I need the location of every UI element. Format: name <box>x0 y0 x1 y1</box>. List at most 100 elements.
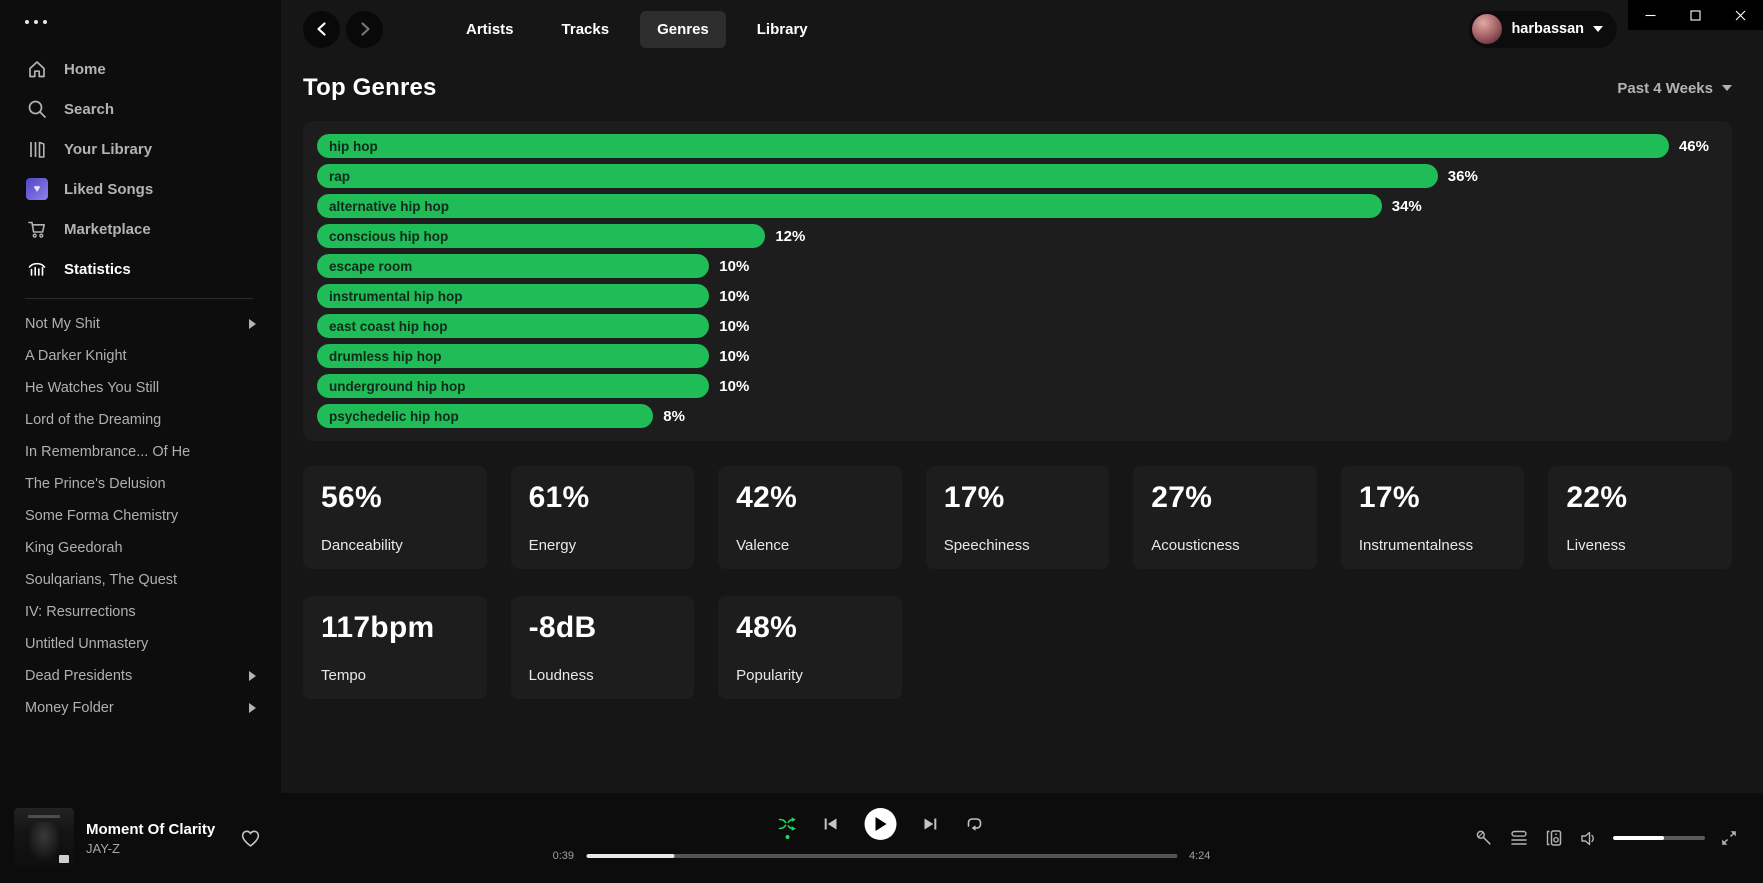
track-title[interactable]: Moment Of Clarity <box>86 820 216 838</box>
genre-row: rap 36% <box>317 164 1718 188</box>
genre-percent: 8% <box>663 407 685 425</box>
genre-label: rap <box>329 168 351 184</box>
liked-songs-icon: ♥ <box>25 177 49 201</box>
genre-bar[interactable]: instrumental hip hop <box>317 284 710 308</box>
progress-fill <box>586 854 675 858</box>
genre-bar[interactable]: underground hip hop <box>317 374 710 398</box>
playlist-item[interactable]: Soulqarians, The Quest <box>25 572 178 588</box>
maximize-icon[interactable] <box>1673 0 1718 30</box>
next-track-icon[interactable] <box>923 816 939 832</box>
playlist-item[interactable]: King Geedorah <box>25 540 123 556</box>
genre-row: hip hop 46% <box>317 134 1718 158</box>
sidebar-item-home[interactable]: Home <box>25 49 281 89</box>
bar-chart-icon <box>25 257 49 281</box>
heart-icon[interactable] <box>240 828 261 848</box>
repeat-icon[interactable] <box>965 815 985 833</box>
stat-value: 42% <box>736 481 798 514</box>
user-menu[interactable]: harbassan <box>1469 10 1617 48</box>
close-icon[interactable] <box>1718 0 1763 30</box>
genre-row: underground hip hop 10% <box>317 374 1718 398</box>
sidebar-item-search[interactable]: Search <box>25 89 281 129</box>
total-time: 4:24 <box>1189 850 1211 862</box>
stat-label: Instrumentalness <box>1358 537 1474 554</box>
stat-value: 17% <box>1358 481 1420 514</box>
fullscreen-icon[interactable] <box>1720 829 1738 847</box>
sidebar-item-liked-songs[interactable]: ♥ Liked Songs <box>25 169 281 209</box>
stat-value: 56% <box>321 481 382 514</box>
chevron-down-icon <box>1722 85 1732 91</box>
chevron-down-icon <box>1593 26 1603 32</box>
genre-percent: 34% <box>1391 197 1422 215</box>
genre-bar[interactable]: escape room <box>317 254 710 278</box>
time-range-dropdown[interactable]: Past 4 Weeks <box>1617 80 1732 97</box>
playlist-item[interactable]: Lord of the Dreaming <box>25 412 162 428</box>
playlist-item[interactable]: Some Forma Chemistry <box>25 508 179 524</box>
playlist-item[interactable]: Untitled Unmastery <box>25 636 149 652</box>
genre-bar[interactable]: hip hop <box>317 134 1669 158</box>
audio-features-grid: 56% Danceability 61% Energy 42% Valence … <box>303 466 1732 699</box>
app-menu-ellipsis-icon[interactable] <box>25 12 281 32</box>
genre-bar[interactable]: conscious hip hop <box>317 224 766 248</box>
sidebar-item-label: Statistics <box>64 260 131 278</box>
volume-slider[interactable] <box>1613 836 1705 840</box>
minimize-icon[interactable] <box>1628 0 1673 30</box>
sidebar-item-statistics[interactable]: Statistics <box>25 249 281 289</box>
stat-label: Danceability <box>321 537 403 554</box>
playlist-item[interactable]: Money Folder <box>25 692 281 724</box>
playlist-item[interactable]: In Remembrance... Of He <box>25 444 191 460</box>
genre-label: alternative hip hop <box>329 198 450 214</box>
window-titlebar <box>1628 0 1763 30</box>
genre-row: instrumental hip hop 10% <box>317 284 1718 308</box>
playlist-item[interactable]: He Watches You Still <box>25 380 160 396</box>
tab-artists[interactable]: Artists <box>466 20 514 38</box>
tab-library[interactable]: Library <box>756 20 808 38</box>
search-icon <box>25 97 49 121</box>
track-artist[interactable]: JAY-Z <box>86 840 120 856</box>
sidebar-item-marketplace[interactable]: Marketplace <box>25 209 281 249</box>
album-art[interactable] <box>14 808 74 868</box>
genre-label: escape room <box>329 258 413 274</box>
elapsed-time: 0:39 <box>552 850 574 862</box>
stat-card-energy: 61% Energy <box>510 466 695 569</box>
tab-tracks[interactable]: Tracks <box>561 20 610 38</box>
genre-percent: 10% <box>719 377 750 395</box>
genre-percent: 46% <box>1678 137 1709 155</box>
genre-bar[interactable]: drumless hip hop <box>317 344 710 368</box>
playlist-item[interactable]: A Darker Knight <box>25 348 127 364</box>
previous-track-icon[interactable] <box>823 816 839 832</box>
stat-card-instrumentalness: 17% Instrumentalness <box>1340 466 1525 569</box>
lyrics-mic-icon[interactable] <box>1474 828 1494 848</box>
time-range-label: Past 4 Weeks <box>1617 79 1713 97</box>
stat-card-valence: 42% Valence <box>718 466 902 569</box>
volume-icon[interactable] <box>1579 829 1598 848</box>
shuffle-icon[interactable] <box>778 816 797 839</box>
playlist-item[interactable]: The Prince's Delusion <box>25 476 166 492</box>
connect-device-icon[interactable] <box>1544 828 1564 848</box>
tab-genres[interactable]: Genres <box>640 10 726 48</box>
forward-button[interactable] <box>346 10 383 48</box>
genre-bar[interactable]: east coast hip hop <box>317 314 710 338</box>
back-button[interactable] <box>303 10 340 48</box>
genre-bar[interactable]: psychedelic hip hop <box>317 404 654 428</box>
stat-card-speechiness: 17% Speechiness <box>925 466 1110 569</box>
stat-value: -8dB <box>528 611 597 644</box>
stat-card-acousticness: 27% Acousticness <box>1133 466 1317 569</box>
genre-label: psychedelic hip hop <box>329 408 459 424</box>
genre-bar[interactable]: rap <box>317 164 1438 188</box>
stat-label: Speechiness <box>943 537 1030 554</box>
playlist-item[interactable]: Not My Shit <box>25 308 281 340</box>
genre-label: instrumental hip hop <box>329 288 463 304</box>
queue-icon[interactable] <box>1509 829 1529 847</box>
sidebar-item-label: Liked Songs <box>64 180 154 198</box>
sidebar-divider <box>25 298 253 299</box>
genre-bar[interactable]: alternative hip hop <box>317 194 1382 218</box>
playlist-item[interactable]: Dead Presidents <box>25 660 281 692</box>
stat-value: 61% <box>528 481 590 514</box>
play-button[interactable] <box>864 808 897 840</box>
genre-label: drumless hip hop <box>329 348 442 364</box>
playlist-item[interactable]: IV: Resurrections <box>25 604 136 620</box>
sidebar-item-your-library[interactable]: Your Library <box>25 129 281 169</box>
progress-bar[interactable] <box>586 854 1177 858</box>
stat-card-popularity: 48% Popularity <box>718 596 902 699</box>
